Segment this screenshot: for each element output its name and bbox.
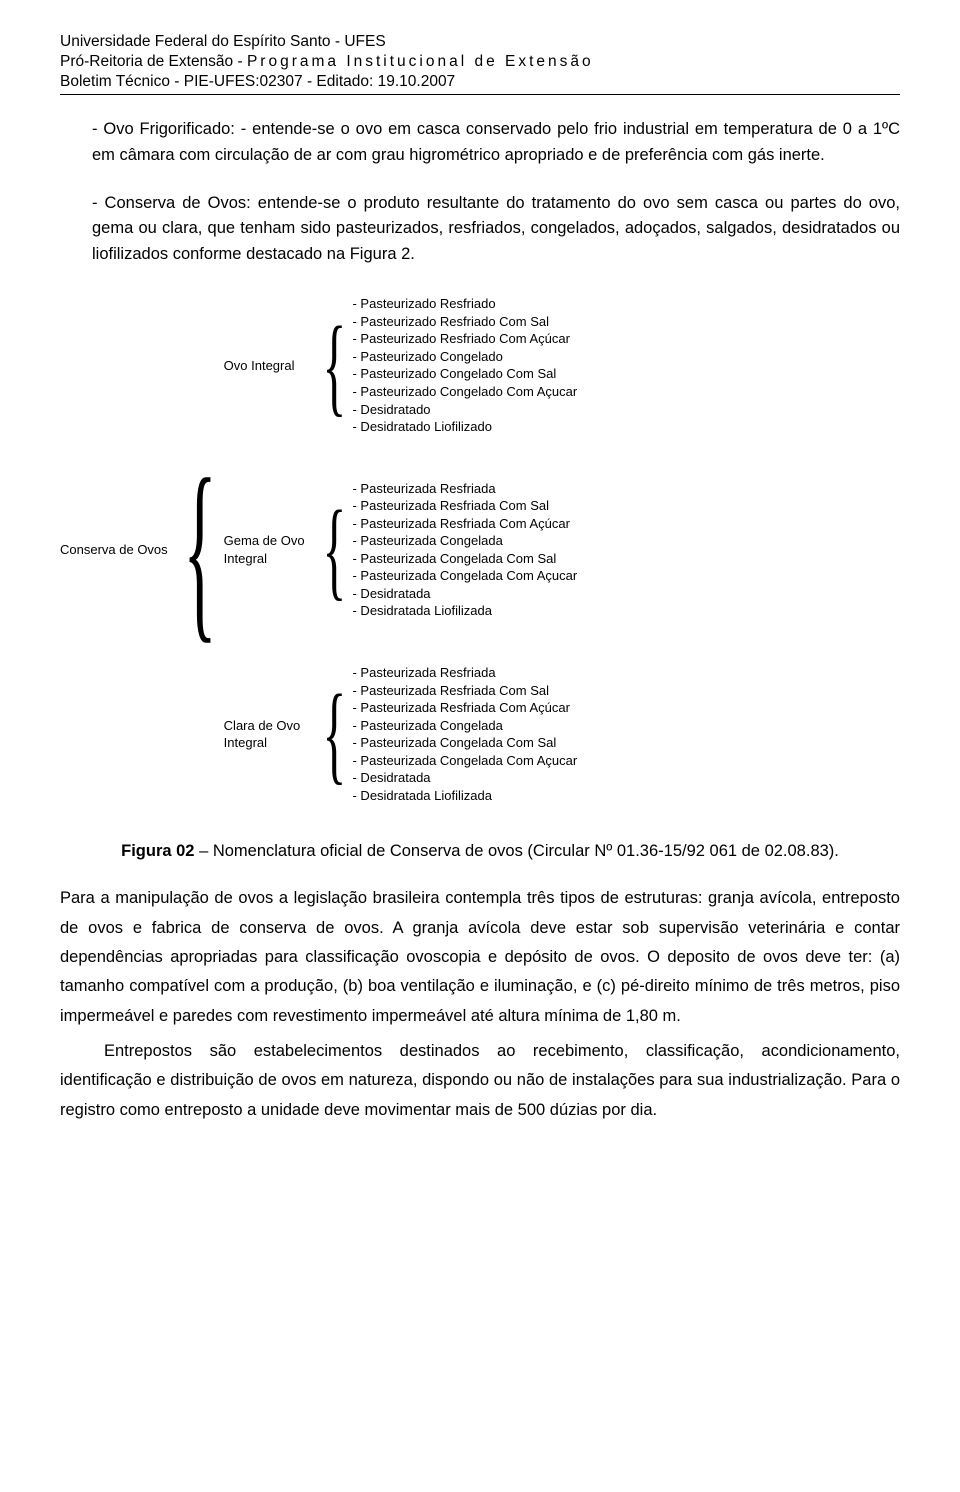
diagram-item: - Pasteurizada Congelada Com Açucar xyxy=(352,567,577,585)
branch-clara: Clara de Ovo Integral { - Pasteurizada R… xyxy=(224,664,578,804)
diagram-item: - Pasteurizada Resfriada Com Sal xyxy=(352,682,577,700)
diagram-item: - Pasteurizado Resfriado xyxy=(352,295,577,313)
paragraph-manipulacao: Para a manipulação de ovos a legislação … xyxy=(60,884,900,1031)
brace-icon: { xyxy=(322,323,346,409)
diagram-conserva-ovos: Conserva de Ovos { Ovo Integral { - Past… xyxy=(60,295,900,804)
diagram-item: - Pasteurizada Congelada Com Sal xyxy=(352,550,577,568)
diagram-root: Conserva de Ovos { xyxy=(60,478,224,622)
header-line-2a: Pró-Reitoria de Extensão - xyxy=(60,53,247,70)
diagram-item: - Pasteurizada Resfriada Com Sal xyxy=(352,497,577,515)
diagram-item: - Pasteurizado Resfriado Com Sal xyxy=(352,313,577,331)
diagram-root-label: Conserva de Ovos xyxy=(60,541,170,559)
diagram-item: - Desidratada xyxy=(352,769,577,787)
branch-label: Ovo Integral xyxy=(224,357,316,375)
diagram-item: - Desidratada Liofilizada xyxy=(352,602,577,620)
diagram-branches: Ovo Integral { - Pasteurizado Resfriado … xyxy=(224,295,578,804)
header-line-2: Pró-Reitoria de Extensão - Programa Inst… xyxy=(60,52,900,72)
header-rule xyxy=(60,94,900,95)
diagram-item: - Desidratado xyxy=(352,401,577,419)
figure-caption: Figura 02 – Nomenclatura oficial de Cons… xyxy=(60,840,900,864)
diagram-item: - Pasteurizado Resfriado Com Açúcar xyxy=(352,330,577,348)
diagram-item: - Pasteurizada Congelada xyxy=(352,532,577,550)
diagram-item: - Pasteurizado Congelado Com Sal xyxy=(352,365,577,383)
paragraph-entrepostos: Entrepostos são estabelecimentos destina… xyxy=(60,1037,900,1125)
diagram-item: - Pasteurizada Resfriada Com Açúcar xyxy=(352,515,577,533)
branch-items: - Pasteurizada Resfriada - Pasteurizada … xyxy=(352,480,577,620)
diagram-item: - Pasteurizado Congelado xyxy=(352,348,577,366)
branch-items: - Pasteurizado Resfriado - Pasteurizado … xyxy=(352,295,577,435)
header-line-1: Universidade Federal do Espírito Santo -… xyxy=(60,32,900,52)
branch-gema: Gema de Ovo Integral { - Pasteurizada Re… xyxy=(224,480,578,620)
diagram-item: - Pasteurizada Congelada Com Açucar xyxy=(352,752,577,770)
brace-icon: { xyxy=(322,691,346,777)
paragraph-conserva-ovos: - Conserva de Ovos: entende-se o produto… xyxy=(60,191,900,268)
brace-icon: { xyxy=(322,507,346,593)
diagram-item: - Desidratada xyxy=(352,585,577,603)
header-line-2b: Programa Institucional de Extensão xyxy=(247,53,594,70)
diagram-item: - Pasteurizado Congelado Com Açucar xyxy=(352,383,577,401)
diagram-item: - Pasteurizada Resfriada Com Açúcar xyxy=(352,699,577,717)
diagram-item: - Pasteurizada Congelada Com Sal xyxy=(352,734,577,752)
branch-label: Clara de Ovo Integral xyxy=(224,717,316,752)
branch-label: Gema de Ovo Integral xyxy=(224,532,316,567)
doc-header: Universidade Federal do Espírito Santo -… xyxy=(60,32,900,92)
paragraph-ovo-frigorificado: - Ovo Frigorificado: - entende-se o ovo … xyxy=(60,117,900,168)
diagram-item: - Pasteurizada Resfriada xyxy=(352,480,577,498)
brace-icon: { xyxy=(183,478,217,622)
diagram-item: - Desidratada Liofilizada xyxy=(352,787,577,805)
branch-ovo-integral: Ovo Integral { - Pasteurizado Resfriado … xyxy=(224,295,578,435)
diagram-item: - Pasteurizada Resfriada xyxy=(352,664,577,682)
branch-items: - Pasteurizada Resfriada - Pasteurizada … xyxy=(352,664,577,804)
figure-caption-text: – Nomenclatura oficial de Conserva de ov… xyxy=(194,842,838,860)
diagram-item: - Desidratado Liofilizado xyxy=(352,418,577,436)
diagram-item: - Pasteurizada Congelada xyxy=(352,717,577,735)
header-line-3: Boletim Técnico - PIE-UFES:02307 - Edita… xyxy=(60,72,900,92)
figure-number: Figura 02 xyxy=(121,842,194,860)
